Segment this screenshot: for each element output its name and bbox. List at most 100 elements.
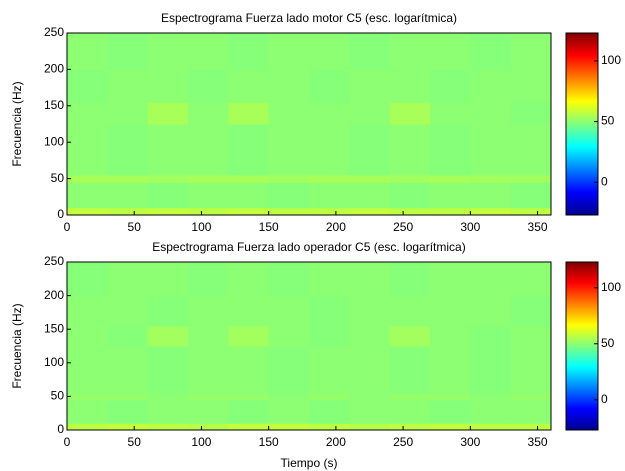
heatmap-cell bbox=[107, 393, 149, 401]
heatmap-cell bbox=[107, 346, 149, 394]
heatmap-cell bbox=[107, 124, 149, 176]
heatmap-cell bbox=[107, 207, 149, 216]
heatmap-cell bbox=[188, 182, 229, 209]
heatmap-cell bbox=[67, 346, 108, 394]
heatmap-cell bbox=[67, 207, 108, 216]
heatmap-cell bbox=[430, 69, 471, 103]
heatmap-cell bbox=[107, 182, 149, 209]
heatmap-cell bbox=[268, 393, 310, 401]
heatmap-cell bbox=[510, 69, 552, 103]
colorbar-tick-label: 0 bbox=[601, 392, 608, 406]
heatmap-cell bbox=[510, 102, 552, 125]
heatmap-cell bbox=[349, 102, 391, 125]
x-tick-label: 50 bbox=[128, 220, 142, 234]
heatmap-cell bbox=[309, 124, 350, 176]
heatmap-cell bbox=[228, 399, 270, 424]
heatmap-cell bbox=[510, 182, 552, 209]
heatmap-cell bbox=[188, 423, 229, 431]
heatmap-cell bbox=[228, 69, 270, 103]
heatmap-cell bbox=[510, 207, 552, 216]
y-axis-label: Frecuencia (Hz) bbox=[10, 81, 24, 166]
heatmap-cell bbox=[430, 174, 471, 183]
heatmap-cell bbox=[107, 69, 149, 103]
heatmap-cell bbox=[107, 33, 149, 70]
y-tick-label: 0 bbox=[57, 422, 64, 436]
heatmap-cell bbox=[67, 295, 108, 327]
heatmap-cell bbox=[228, 295, 270, 327]
x-tick-label: 250 bbox=[393, 220, 413, 234]
x-tick-label: 250 bbox=[393, 435, 413, 449]
heatmap-cell bbox=[188, 69, 229, 103]
heatmap-cell bbox=[470, 182, 512, 209]
heatmap-cell bbox=[349, 124, 391, 176]
heatmap-cell bbox=[389, 124, 431, 176]
heatmap-cell bbox=[228, 33, 270, 70]
heatmap-cell bbox=[188, 207, 229, 216]
heatmap-cell bbox=[349, 69, 391, 103]
heatmap-cell bbox=[309, 325, 350, 347]
heatmap-cell bbox=[147, 69, 189, 103]
heatmap-cell bbox=[268, 423, 310, 431]
heatmap-cell bbox=[67, 423, 108, 431]
x-tick-label: 350 bbox=[528, 435, 548, 449]
x-tick-label: 200 bbox=[326, 220, 346, 234]
heatmap-cell bbox=[309, 102, 350, 125]
heatmap-cell bbox=[67, 102, 108, 125]
heatmap-cell bbox=[430, 393, 471, 401]
heatmap-cell bbox=[188, 124, 229, 176]
heatmap-cell bbox=[430, 399, 471, 424]
x-tick-label: 100 bbox=[191, 220, 211, 234]
heatmap-cell bbox=[389, 346, 431, 394]
y-tick-label: 100 bbox=[44, 355, 64, 369]
heatmap-cell bbox=[510, 423, 552, 431]
y-tick-label: 200 bbox=[44, 288, 64, 302]
heatmap-cell bbox=[349, 295, 391, 327]
heatmap-cell bbox=[349, 325, 391, 347]
heatmap-cell bbox=[107, 423, 149, 431]
axes-frame bbox=[66, 261, 552, 431]
heatmap-cell bbox=[228, 124, 270, 176]
heatmap-cell bbox=[470, 102, 512, 125]
heatmap-cell bbox=[309, 393, 350, 401]
heatmap-cell bbox=[510, 393, 552, 401]
heatmap-cell bbox=[67, 33, 108, 70]
heatmap-cell bbox=[349, 182, 391, 209]
heatmap-cell bbox=[430, 325, 471, 347]
y-tick-label: 250 bbox=[44, 25, 64, 39]
colorbar-tick-label: 100 bbox=[601, 280, 621, 294]
heatmap-cell bbox=[147, 325, 189, 347]
heatmap-cell bbox=[107, 174, 149, 183]
heatmap-cell bbox=[147, 399, 189, 424]
chart-title: Espectrograma Fuerza lado motor C5 (esc.… bbox=[161, 11, 457, 25]
heatmap-cell bbox=[309, 33, 350, 70]
y-tick-label: 100 bbox=[44, 134, 64, 148]
heatmap-cell bbox=[228, 207, 270, 216]
heatmap-cell bbox=[389, 102, 431, 125]
heatmap-cell bbox=[389, 399, 431, 424]
colorbar-tick-label: 50 bbox=[601, 114, 615, 128]
heatmap-cell bbox=[470, 295, 512, 327]
heatmap-cell bbox=[268, 33, 310, 70]
x-axis-label: Tiempo (s) bbox=[281, 456, 338, 470]
heatmap-cell bbox=[349, 174, 391, 183]
y-tick-label: 150 bbox=[44, 321, 64, 335]
heatmap-cell bbox=[510, 295, 552, 327]
heatmap-cell bbox=[67, 124, 108, 176]
heatmap-cell bbox=[349, 393, 391, 401]
heatmap-cell bbox=[188, 33, 229, 70]
heatmap-cell bbox=[309, 207, 350, 216]
heatmap-cell bbox=[470, 69, 512, 103]
heatmap-cell bbox=[389, 207, 431, 216]
heatmap-cell bbox=[470, 207, 512, 216]
colorbar-tick-label: 50 bbox=[601, 336, 615, 350]
chart-title: Espectrograma Fuerza lado operador C5 (e… bbox=[152, 240, 465, 254]
heatmap-cell bbox=[268, 124, 310, 176]
heatmap-cell bbox=[349, 399, 391, 424]
heatmap-cell bbox=[228, 325, 270, 347]
heatmap-cell bbox=[309, 423, 350, 431]
heatmap-cell bbox=[268, 69, 310, 103]
heatmap-cell bbox=[107, 295, 149, 327]
heatmap-cell bbox=[188, 346, 229, 394]
x-tick-label: 0 bbox=[64, 220, 71, 234]
heatmap-cell bbox=[107, 262, 149, 297]
